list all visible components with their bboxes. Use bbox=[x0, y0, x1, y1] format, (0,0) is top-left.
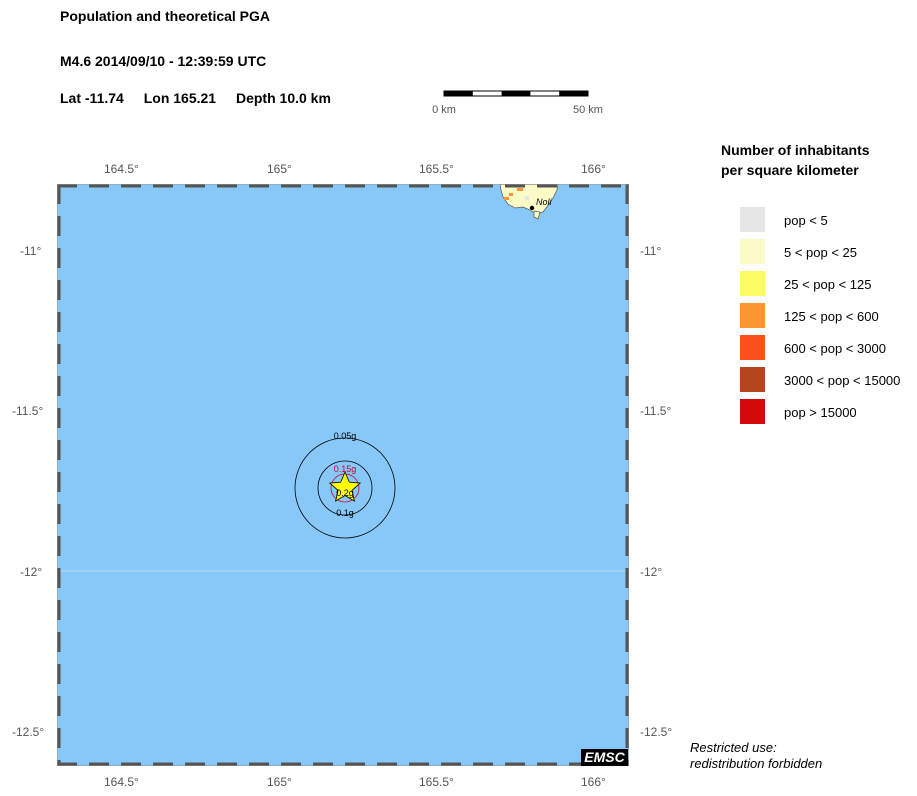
legend-swatch bbox=[740, 335, 765, 360]
lon-tick-top: 165.5° bbox=[419, 162, 454, 176]
pga-contour-01 bbox=[317, 460, 373, 516]
lat-tick-left: -11° bbox=[20, 244, 42, 258]
longitude-value: Lon 165.21 bbox=[143, 90, 217, 106]
usage-notice: Restricted use: redistribution forbidden bbox=[690, 740, 822, 772]
legend-title: Number of inhabitants per square kilomet… bbox=[721, 140, 870, 180]
lat-tick-right: -12.5° bbox=[640, 725, 673, 739]
place-label: Noli bbox=[536, 197, 553, 207]
event-coordinates: Lat -11.74 Lon 165.21 Depth 10.0 km bbox=[60, 90, 347, 106]
pga-label: 0.15g bbox=[334, 464, 357, 474]
legend-title-line: per square kilometer bbox=[721, 162, 859, 178]
legend-label: 5 < pop < 25 bbox=[784, 245, 858, 260]
emsc-logo: EMSC bbox=[581, 749, 628, 766]
map-frame bbox=[57, 184, 629, 766]
lat-tick-right: -11° bbox=[640, 244, 662, 258]
legend-swatch bbox=[740, 399, 765, 424]
event-info: M4.6 2014/09/10 - 12:39:59 UTC bbox=[60, 53, 267, 69]
pga-label: 0.05g bbox=[334, 431, 357, 441]
legend-label: pop > 15000 bbox=[784, 405, 857, 420]
scale-start-label: 0 km bbox=[432, 104, 456, 116]
lon-tick-bottom: 166° bbox=[581, 775, 606, 789]
legend-swatch bbox=[740, 367, 765, 392]
lon-tick-bottom: 165° bbox=[267, 775, 292, 789]
lat-tick-left: -11.5° bbox=[12, 404, 44, 418]
pga-contours bbox=[294, 437, 396, 539]
ocean-area bbox=[57, 184, 629, 766]
legend-swatch bbox=[740, 239, 765, 264]
pga-contour-005 bbox=[294, 437, 396, 539]
island-landmass bbox=[499, 184, 559, 220]
pga-label: 0.1g bbox=[336, 508, 354, 518]
legend-swatch bbox=[740, 271, 765, 296]
lat-tick-right: -11.5° bbox=[640, 404, 672, 418]
lon-tick-top: 164.5° bbox=[104, 162, 139, 176]
lat-tick-left: -12.5° bbox=[12, 725, 45, 739]
lon-tick-top: 166° bbox=[581, 162, 606, 176]
pga-label: 0.2g bbox=[336, 488, 354, 498]
legend-label: pop < 5 bbox=[784, 213, 828, 228]
scale-end-label: 50 km bbox=[573, 104, 603, 116]
legend-swatch bbox=[740, 207, 765, 232]
usage-notice-line: Restricted use: bbox=[690, 740, 777, 755]
lat-tick-right: -12° bbox=[640, 565, 663, 579]
lon-tick-bottom: 165.5° bbox=[419, 775, 454, 789]
lat-tick-left: -12° bbox=[20, 565, 43, 579]
legend-label: 3000 < pop < 15000 bbox=[784, 373, 901, 388]
epicenter-star[interactable] bbox=[328, 470, 362, 502]
legend-title-line: Number of inhabitants bbox=[721, 142, 870, 158]
lon-tick-bottom: 164.5° bbox=[104, 775, 139, 789]
legend-label: 125 < pop < 600 bbox=[784, 309, 879, 324]
latitude-value: Lat -11.74 bbox=[60, 90, 124, 106]
lon-tick-top: 165° bbox=[267, 162, 292, 176]
usage-notice-line: redistribution forbidden bbox=[690, 756, 823, 771]
legend-label: 25 < pop < 125 bbox=[784, 277, 872, 292]
page-title: Population and theoretical PGA bbox=[60, 8, 271, 24]
legend-label: 600 < pop < 3000 bbox=[784, 341, 886, 356]
legend-swatch bbox=[740, 303, 765, 328]
population-map[interactable]: Noli 0.05g 0.15g 0.2g 0.1g bbox=[57, 184, 629, 766]
depth-value: Depth 10.0 km bbox=[235, 90, 331, 106]
scale-bar: 0 km 50 km bbox=[432, 90, 603, 116]
